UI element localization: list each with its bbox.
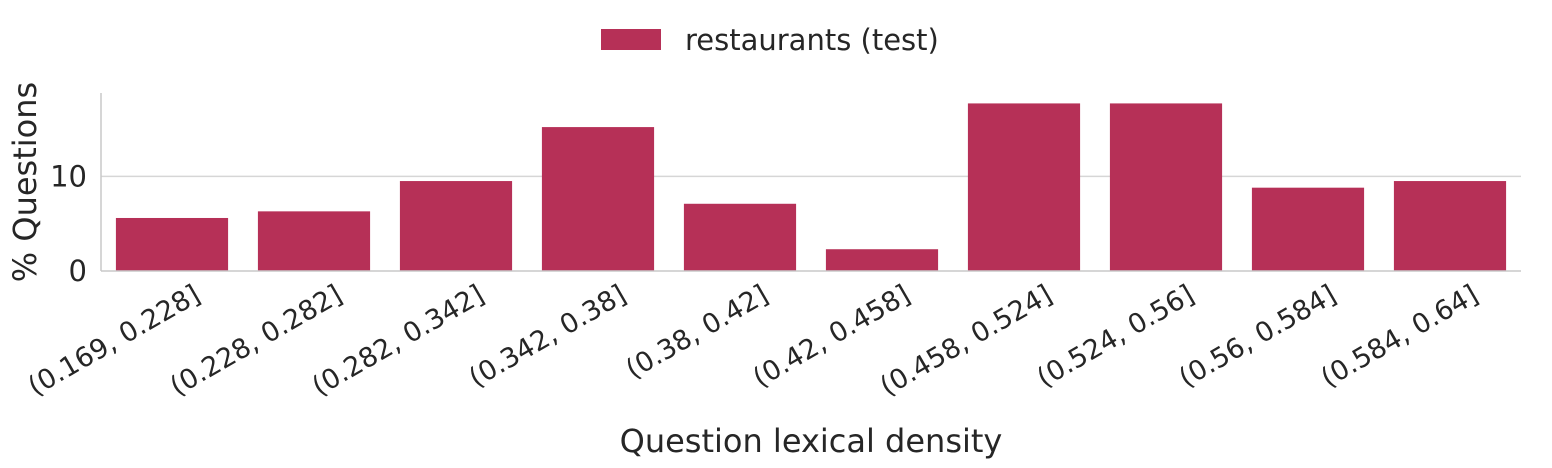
y-tick-label: 0	[69, 254, 87, 288]
y-tick-labels: 0 10	[50, 159, 87, 288]
x-tick-label: (0.342, 0.38]	[464, 279, 632, 394]
bar	[967, 103, 1081, 272]
bar	[683, 203, 797, 271]
legend-label: restaurants (test)	[685, 23, 939, 57]
legend-swatch	[601, 29, 661, 50]
y-axis-label: % Questions	[6, 82, 44, 282]
bar	[1251, 187, 1365, 271]
x-axis-label: Question lexical density	[620, 422, 1003, 460]
bar	[825, 249, 939, 271]
bars	[115, 103, 1507, 272]
bar	[1393, 181, 1507, 271]
bar	[257, 211, 371, 271]
x-tick-label: (0.524, 0.56]	[1032, 279, 1200, 394]
bar	[541, 127, 655, 271]
x-tick-label: (0.584, 0.64]	[1316, 279, 1484, 394]
legend: restaurants (test)	[601, 23, 939, 57]
y-tick-label: 10	[50, 159, 87, 193]
bar	[115, 217, 229, 271]
x-tick-label: (0.56, 0.584]	[1174, 279, 1342, 394]
bar	[399, 181, 513, 271]
x-tick-labels: (0.169, 0.228](0.228, 0.282](0.282, 0.34…	[23, 279, 1483, 402]
bar	[1109, 103, 1223, 272]
